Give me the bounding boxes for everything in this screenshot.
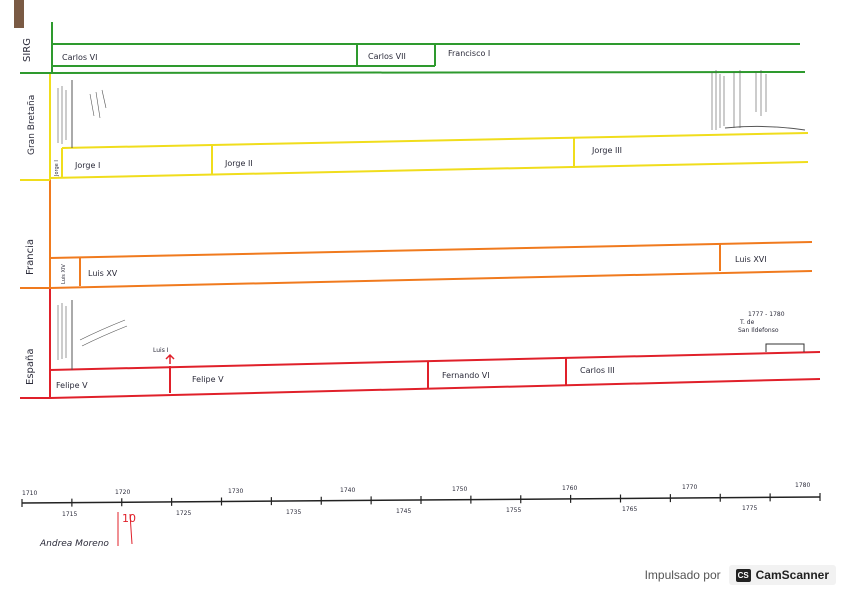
tick-label-1730: 1730 [228, 488, 243, 495]
camscanner-footer: Impulsado por CS CamScanner [645, 565, 836, 585]
footer-prefix: Impulsado por [644, 568, 721, 582]
luis-i-arrow-icon [165, 353, 175, 364]
espana-bar-label-1: Felipe V [56, 381, 88, 390]
sirg-row: SIRG Carlos VI Carlos VII Francisco I [20, 38, 806, 74]
francia-bar-bottom [49, 270, 813, 289]
sirg-bar-label-3: Francisco I [448, 49, 490, 58]
gran-bretana-small-label: Jorge I [54, 160, 60, 177]
francia-row-label: Francia [25, 239, 36, 275]
espana-bar-label-3: Fernando VI [442, 371, 490, 380]
treaty-bracket [765, 343, 805, 352]
espana-bar-label-4: Carlos III [580, 366, 615, 375]
grade-mark: 10 [122, 512, 136, 525]
gran-bretana-bar-label-1: Jorge I [74, 161, 100, 170]
sirg-bar-label-1: Carlos VI [62, 53, 97, 62]
tick-label-1715: 1715 [62, 511, 77, 518]
tick-label-1775: 1775 [742, 505, 757, 512]
signature: Andrea Moreno [39, 539, 109, 549]
gran-bretana-row-label: Gran Bretaña [27, 95, 37, 155]
luis-i-annotation: Luis I [153, 347, 169, 354]
timeline-axis: 1710 1720 1730 1740 1750 1760 1770 1780 … [21, 482, 821, 518]
timeline-ticks [21, 493, 821, 507]
camscanner-brand-name: CamScanner [755, 568, 829, 582]
sirg-row-label: SIRG [22, 38, 33, 62]
grade-strokes [117, 512, 133, 546]
espana-bar-label-2: Felipe V [192, 375, 224, 384]
sirg-bar-label-2: Carlos VII [368, 52, 406, 61]
tick-label-1765: 1765 [622, 506, 637, 513]
tick-label-1755: 1755 [506, 507, 521, 514]
francia-row: Francia Luis XIV Luis XV Luis XVI [20, 239, 813, 289]
francia-bar-top [49, 241, 813, 259]
tick-label-1725: 1725 [176, 510, 191, 517]
espana-bar-bottom [49, 378, 821, 399]
gran-bretana-bar-bottom [49, 161, 809, 179]
camscanner-badge[interactable]: CS CamScanner [728, 565, 836, 585]
francia-small-label: Luis XIV [61, 264, 67, 284]
espana-row-label: España [25, 349, 36, 385]
tick-label-1740: 1740 [340, 487, 355, 494]
camscanner-logo-icon: CS [735, 568, 751, 582]
gran-bretana-scribbled-notes [57, 70, 806, 144]
tick-label-1710: 1710 [22, 490, 37, 497]
treaty-years: 1777 - 1780 [748, 311, 785, 318]
tick-label-1760: 1760 [562, 485, 577, 492]
tick-label-1780: 1780 [795, 482, 810, 489]
espana-bar-top [49, 351, 821, 371]
tick-label-1770: 1770 [682, 484, 697, 491]
scan-corner-shadow [14, 0, 24, 28]
sirg-bar-bottom [51, 71, 806, 74]
tick-label-1750: 1750 [452, 486, 467, 493]
treaty-prefix: T. de [739, 319, 755, 326]
gran-bretana-bar-label-3: Jorge III [591, 146, 622, 155]
treaty-name: San Ildefonso [738, 327, 779, 334]
francia-bar-label-2: Luis XVI [735, 255, 767, 264]
gran-bretana-bar-label-2: Jorge II [224, 159, 253, 168]
gran-bretana-row: Gran Bretaña Jorge I Jorge I Jorge II Jo… [20, 70, 809, 181]
espana-row: España Luis I 1777 - 1780 T. de San Ilde… [20, 300, 821, 399]
tick-label-1735: 1735 [286, 509, 301, 516]
gran-bretana-bar-top [61, 132, 809, 149]
espana-scribbled-notes [57, 303, 128, 360]
tick-label-1720: 1720 [115, 489, 130, 496]
francia-bar-label-1: Luis XV [88, 269, 118, 278]
tick-label-1745: 1745 [396, 508, 411, 515]
